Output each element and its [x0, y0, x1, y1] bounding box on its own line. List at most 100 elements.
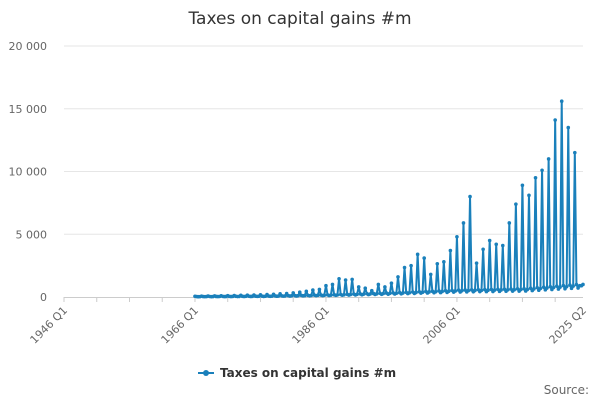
data-point	[337, 277, 341, 281]
grid-lines	[64, 45, 583, 235]
data-point	[396, 275, 400, 279]
data-point	[355, 292, 359, 297]
data-point	[361, 292, 366, 296]
data-point	[368, 292, 372, 296]
x-tick-label: 1986 Q1	[290, 304, 333, 347]
data-point	[448, 248, 453, 253]
data-point	[512, 287, 517, 292]
data-point	[401, 291, 405, 295]
data-point	[446, 289, 451, 294]
chart-title: Taxes on capital gains #m	[187, 9, 411, 29]
y-tick-label: 15 000	[9, 103, 48, 116]
data-point	[356, 285, 361, 289]
data-point	[302, 293, 307, 298]
data-point	[538, 286, 543, 291]
series-line	[194, 100, 584, 298]
data-point	[389, 281, 394, 285]
data-point	[348, 292, 353, 297]
data-point	[428, 272, 433, 277]
data-point	[568, 283, 572, 287]
data-point	[394, 291, 399, 296]
data-point	[574, 282, 579, 287]
y-tick-label: 0	[40, 291, 47, 304]
data-point	[442, 260, 446, 264]
data-point	[415, 252, 420, 257]
data-point	[296, 293, 300, 298]
y-tick-label: 5 000	[16, 228, 48, 241]
data-point	[343, 278, 348, 282]
data-point	[289, 294, 294, 298]
data-point	[468, 194, 472, 199]
data-point	[317, 287, 322, 292]
data-point	[414, 290, 418, 295]
data-point	[553, 118, 557, 122]
plot-area	[193, 99, 585, 299]
data-point	[315, 293, 320, 298]
data-point	[566, 125, 571, 130]
data-point	[500, 243, 505, 248]
data-point	[473, 288, 477, 293]
data-point	[466, 288, 471, 293]
data-point	[481, 247, 485, 252]
data-point	[487, 238, 492, 243]
data-point	[453, 289, 458, 293]
data-point	[551, 285, 556, 290]
data-point	[532, 287, 536, 291]
data-point	[505, 288, 510, 292]
legend[interactable]: Taxes on capital gains #m	[198, 366, 396, 380]
data-point	[433, 289, 438, 294]
y-axis: 0 5 000 10 000 15 000 20 000	[9, 40, 48, 304]
data-point	[388, 291, 392, 296]
data-point	[297, 290, 302, 295]
data-point	[311, 288, 315, 292]
data-point	[527, 193, 531, 198]
data-point	[324, 283, 328, 288]
data-point	[559, 99, 564, 104]
data-point	[370, 288, 374, 293]
data-point	[374, 292, 379, 296]
data-point	[573, 150, 577, 155]
data-point	[381, 291, 386, 296]
data-point	[420, 290, 425, 295]
data-point	[350, 277, 354, 282]
data-point	[422, 256, 426, 260]
x-axis: 1946 Q1 1966 Q1 1986 Q1 2006 Q1 2025 Q2	[28, 297, 589, 347]
data-point	[541, 285, 546, 289]
source-label: Source:	[544, 383, 589, 397]
data-point	[376, 282, 381, 287]
data-point	[486, 288, 490, 293]
data-point	[546, 157, 551, 161]
data-point	[363, 286, 368, 291]
data-point	[571, 284, 575, 288]
data-point	[455, 234, 459, 239]
data-point	[335, 293, 340, 297]
legend-item-label[interactable]: Taxes on capital gains #m	[220, 366, 396, 380]
legend-marker	[203, 370, 209, 376]
data-point	[514, 202, 518, 206]
data-point	[460, 288, 464, 293]
data-point	[507, 221, 512, 225]
data-point	[322, 293, 327, 298]
data-point	[402, 265, 407, 270]
data-point	[309, 293, 314, 298]
data-point	[383, 285, 387, 289]
data-point	[581, 282, 585, 287]
y-tick-label: 20 000	[9, 40, 48, 53]
data-point	[540, 168, 544, 173]
data-point	[499, 288, 503, 292]
data-point	[427, 290, 431, 294]
data-point	[548, 284, 553, 289]
x-tick-label: 1946 Q1	[28, 304, 71, 347]
x-tick-label: 1966 Q1	[159, 304, 202, 347]
data-point	[330, 282, 335, 287]
data-point	[545, 286, 549, 290]
y-tick-label: 10 000	[9, 166, 48, 179]
data-point	[492, 288, 497, 292]
data-point	[440, 289, 445, 294]
data-point	[435, 261, 440, 266]
x-tick-label: 2006 Q1	[421, 304, 464, 347]
data-point	[564, 284, 569, 289]
data-point	[555, 284, 559, 288]
data-point	[558, 285, 562, 289]
